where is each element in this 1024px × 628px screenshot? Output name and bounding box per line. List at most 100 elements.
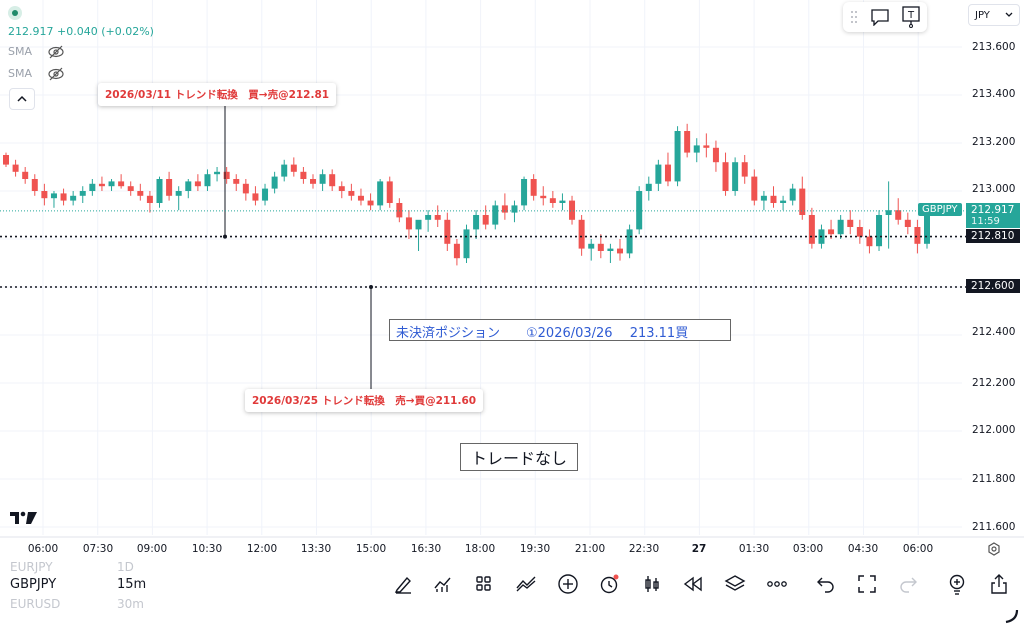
- x-axis-tick: 13:30: [300, 543, 332, 555]
- candle-body: [12, 164, 19, 172]
- candlestick-chart[interactable]: [0, 0, 1024, 562]
- add-icon[interactable]: [556, 572, 580, 596]
- candle-body: [194, 181, 201, 187]
- candle-body: [636, 191, 643, 230]
- candle-body: [473, 215, 480, 230]
- candle-body: [70, 195, 77, 201]
- x-axis-tick: 16:30: [410, 543, 442, 555]
- candle-body: [175, 191, 182, 196]
- symbol-item-next[interactable]: EURUSD 30m: [10, 597, 144, 611]
- text-tool-icon[interactable]: T: [901, 6, 921, 28]
- candle-body: [319, 174, 326, 184]
- candle-body: [166, 179, 173, 196]
- pen-icon[interactable]: [391, 572, 415, 596]
- settings-icon[interactable]: [987, 542, 1001, 556]
- candle-body: [828, 229, 835, 235]
- open-position-note[interactable]: 未決済ポジション ①2026/03/26 213.11買: [389, 319, 731, 341]
- sma-indicator-1[interactable]: SMA: [8, 45, 64, 59]
- candle-body: [684, 131, 691, 153]
- hline-price-label-1: 212.810: [966, 229, 1020, 243]
- candle-body: [540, 195, 547, 199]
- indicators-icon[interactable]: [431, 572, 455, 596]
- x-axis-tick: 19:30: [519, 543, 551, 555]
- series-visibility-toggle[interactable]: [8, 6, 22, 20]
- trend-change-tag-2[interactable]: 2026/03/25 トレンド転換 売→買@211.60: [245, 389, 484, 412]
- lightbulb-icon[interactable]: [945, 572, 969, 596]
- candle-body: [233, 179, 240, 184]
- candle-body: [780, 200, 787, 203]
- x-axis-tick: 06:00: [902, 543, 934, 555]
- chevron-down-icon: [1005, 12, 1013, 17]
- redo-icon[interactable]: [897, 572, 921, 596]
- candle-body: [453, 243, 460, 259]
- layouts-icon[interactable]: [472, 572, 496, 596]
- comment-icon[interactable]: [870, 8, 890, 26]
- trend-change-tag-1[interactable]: 2026/03/11 トレンド転換 買→売@212.81: [98, 83, 337, 106]
- y-axis-tick: 211.600: [972, 521, 1016, 533]
- y-axis-tick: 213.200: [972, 136, 1016, 148]
- x-axis-tick: 22:30: [628, 543, 660, 555]
- currency-selector[interactable]: JPY: [968, 4, 1020, 26]
- undo-icon[interactable]: [813, 572, 837, 596]
- symbol-item-current[interactable]: GBPJPY 15m: [10, 577, 146, 592]
- symbol-name: GBPJPY: [10, 577, 57, 592]
- symbol-item-prev[interactable]: EURJPY 1D: [10, 560, 134, 574]
- candle-body: [530, 179, 537, 196]
- candle-body: [693, 145, 700, 153]
- drag-handle-icon[interactable]: [849, 9, 859, 25]
- alert-icon[interactable]: [597, 572, 621, 596]
- candle-body: [41, 191, 48, 199]
- candle-body: [607, 248, 614, 251]
- candle-body: [856, 227, 863, 237]
- candle-body: [712, 147, 719, 163]
- candle-body: [214, 171, 221, 175]
- candle-body: [310, 179, 316, 184]
- layers-icon[interactable]: [723, 572, 747, 596]
- candle-body: [904, 219, 911, 227]
- symbol-name: EURUSD: [10, 597, 61, 611]
- candle-body: [463, 229, 470, 259]
- svg-text:T: T: [907, 10, 915, 21]
- candle-body: [655, 164, 662, 184]
- candle-type-icon[interactable]: [640, 572, 664, 596]
- candle-body: [501, 205, 508, 213]
- candle-body: [578, 219, 585, 249]
- candle-body: [281, 164, 288, 177]
- candle-body: [588, 243, 595, 249]
- candle-body: [377, 181, 384, 206]
- candle-body: [396, 203, 403, 218]
- compare-icon[interactable]: [514, 572, 538, 596]
- x-axis-tick: 18:00: [464, 543, 496, 555]
- collapse-legend-button[interactable]: [9, 88, 35, 110]
- more-icon[interactable]: [765, 572, 789, 596]
- candle-body: [434, 215, 441, 220]
- candle-body: [348, 191, 355, 196]
- symbol-price-tag: GBPJPY: [918, 203, 962, 216]
- candle-body: [511, 205, 518, 213]
- candle-body: [425, 215, 432, 220]
- candle-body: [482, 215, 489, 225]
- fullscreen-icon[interactable]: [855, 572, 879, 596]
- candle-body: [885, 210, 892, 215]
- no-trade-note[interactable]: トレードなし: [460, 443, 578, 471]
- candle-body: [127, 186, 134, 191]
- eye-off-icon[interactable]: [47, 67, 64, 81]
- y-axis-tick: 211.800: [972, 473, 1016, 485]
- replay-icon[interactable]: [681, 572, 705, 596]
- sma-indicator-2[interactable]: SMA: [8, 67, 64, 81]
- symbol-interval: 1D: [117, 560, 134, 574]
- candle-body: [703, 145, 710, 148]
- resize-handle-icon[interactable]: [1003, 608, 1019, 624]
- candle-body: [674, 131, 681, 182]
- x-axis-tick: 04:30: [847, 543, 879, 555]
- candle-body: [597, 243, 604, 251]
- share-icon[interactable]: [987, 572, 1011, 596]
- candle-body: [300, 171, 307, 179]
- candle-body: [156, 179, 163, 203]
- candle-body: [271, 176, 278, 189]
- x-axis-tick-day: 27: [691, 543, 707, 555]
- eye-off-icon[interactable]: [47, 45, 64, 59]
- candle-body: [242, 183, 249, 194]
- candle-body: [204, 174, 211, 187]
- candle-body: [722, 162, 729, 191]
